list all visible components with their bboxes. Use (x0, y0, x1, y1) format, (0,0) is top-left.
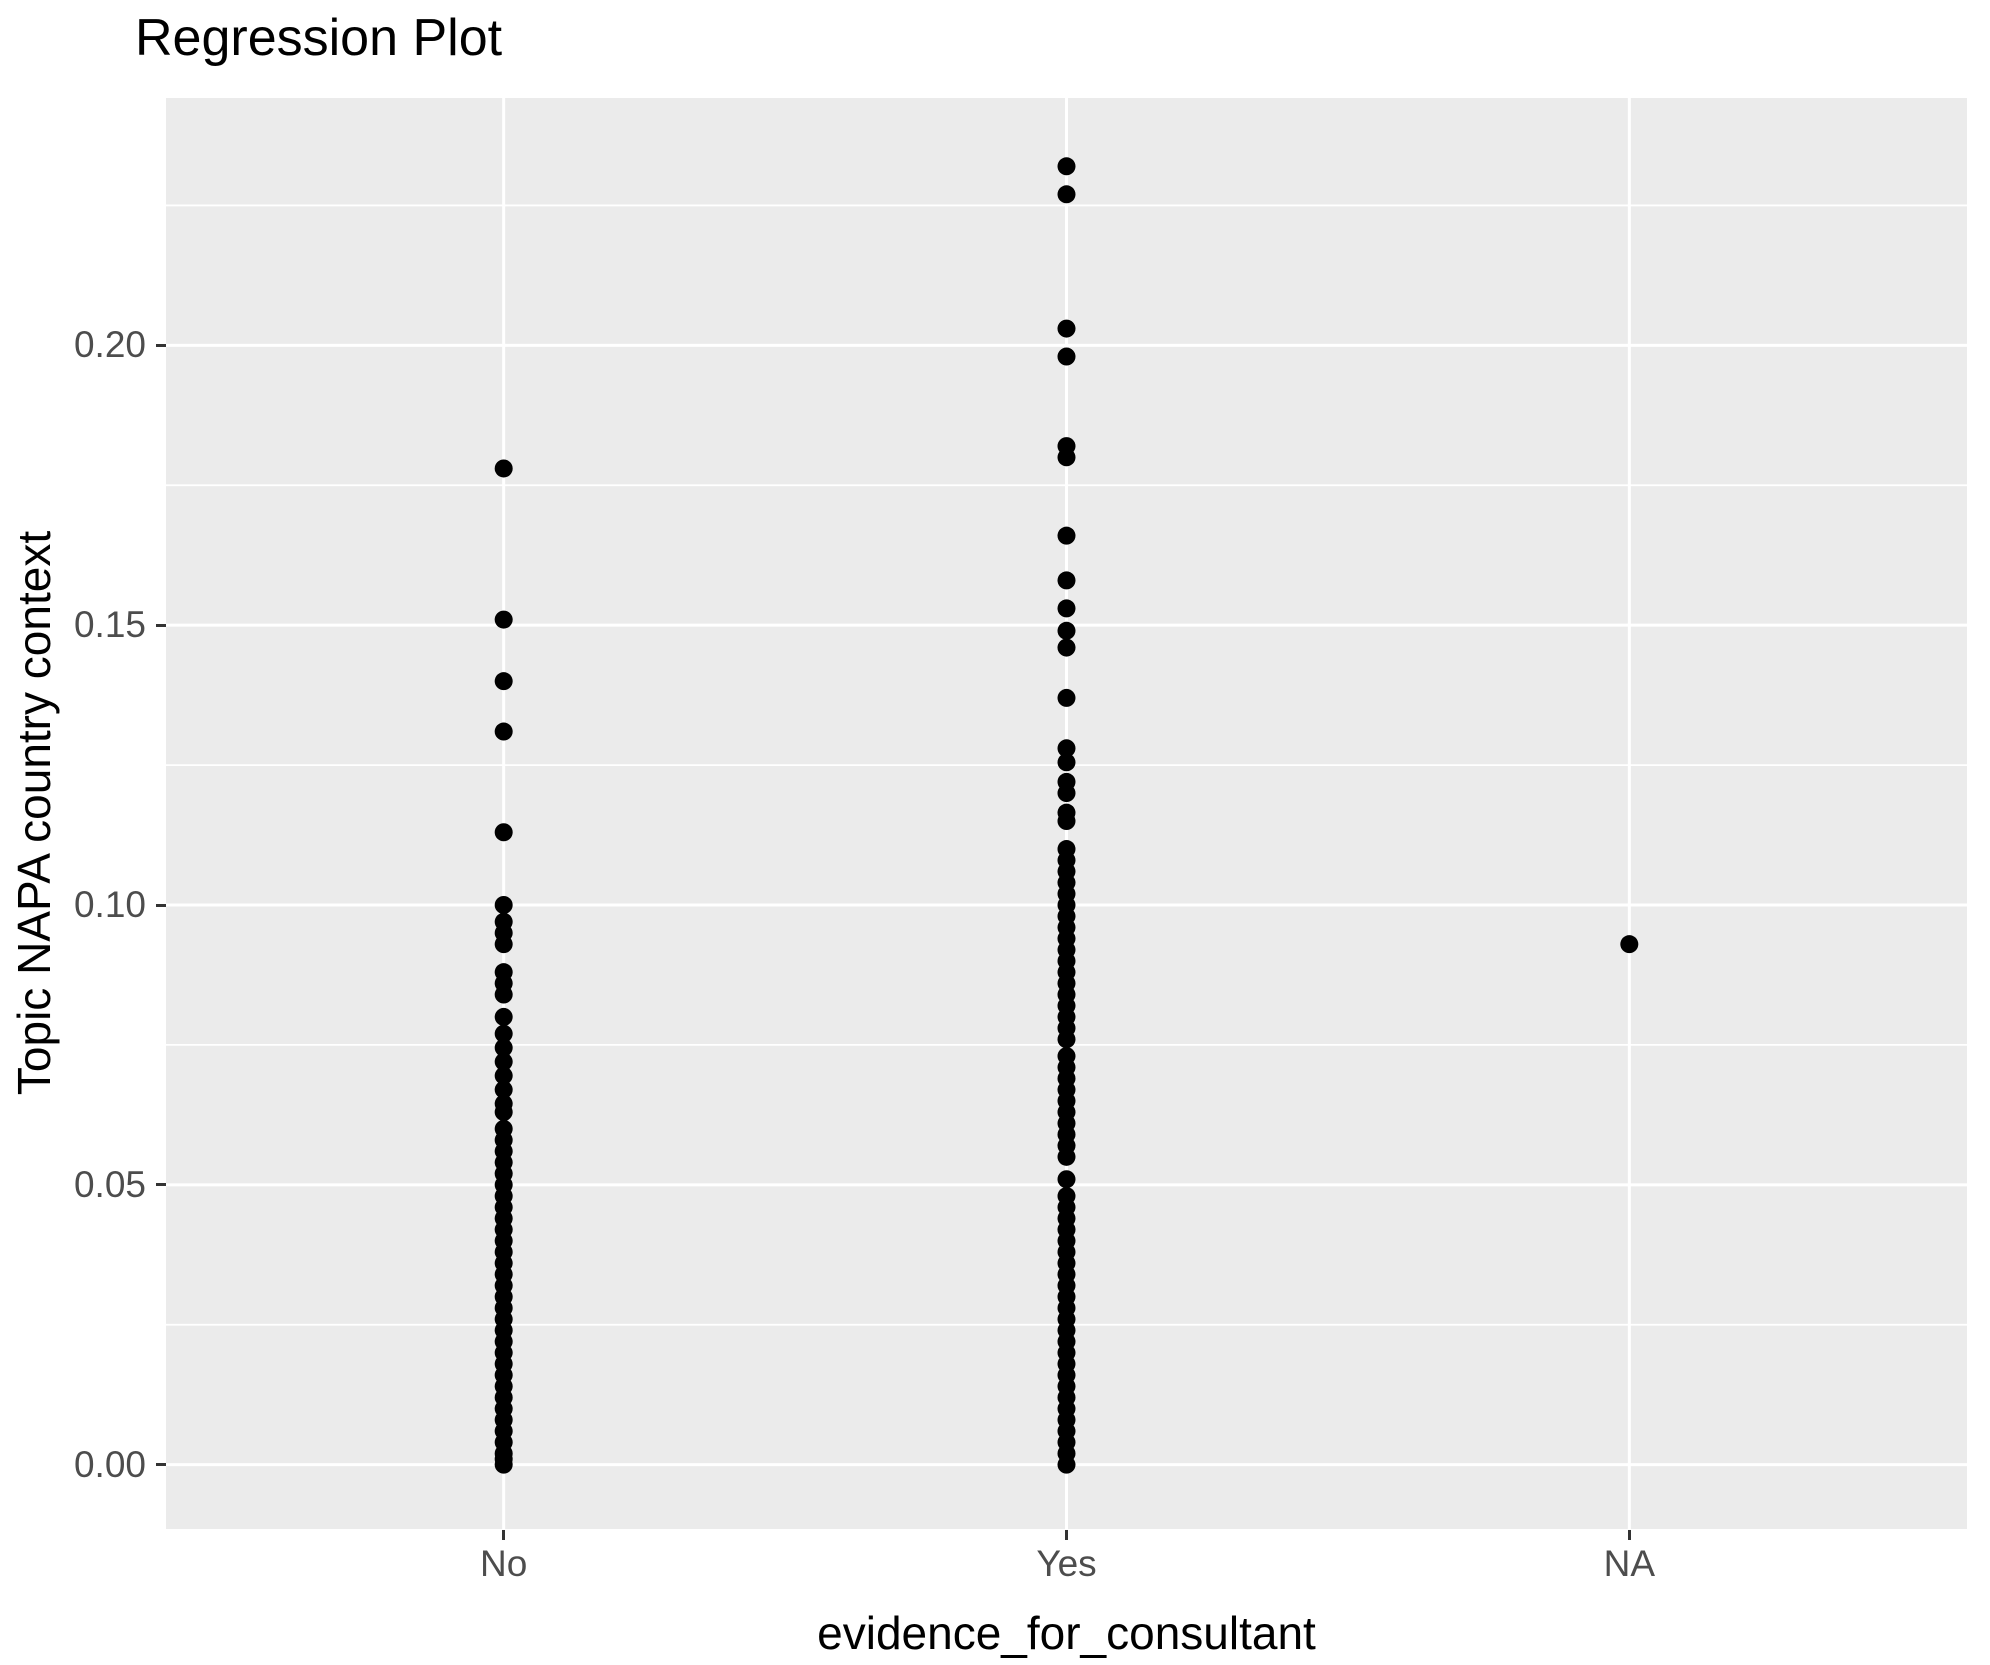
y-tick-mark (156, 1463, 166, 1467)
x-tick-mark (1627, 1530, 1631, 1540)
data-point (494, 1038, 513, 1057)
data-point (494, 459, 513, 478)
data-point (1057, 1147, 1076, 1166)
y-tick-mark (156, 903, 166, 907)
data-point (1057, 448, 1076, 467)
plot-title: Regression Plot (135, 9, 503, 67)
data-point (1057, 185, 1076, 204)
x-tick-label: No (480, 1543, 528, 1584)
data-point (1057, 739, 1076, 758)
data-point (494, 896, 513, 915)
y-tick-label: 0.15 (73, 604, 146, 646)
y-tick-mark (156, 1183, 166, 1187)
data-point (494, 1052, 513, 1071)
x-tick-mark (502, 1530, 506, 1540)
data-point (494, 1007, 513, 1026)
data-point (1620, 935, 1639, 954)
y-tick-mark (156, 343, 166, 347)
x-tick-label: NA (1603, 1543, 1656, 1584)
x-tick-label: Yes (1036, 1543, 1097, 1584)
scatter-points-layer (166, 98, 1967, 1529)
data-point (1057, 1030, 1076, 1049)
data-point (1057, 621, 1076, 640)
y-tick-mark (156, 623, 166, 627)
y-tick-label: 0.05 (73, 1163, 146, 1205)
data-point (494, 1103, 513, 1122)
data-point (494, 1455, 513, 1474)
x-tick-mark (1065, 1530, 1068, 1540)
y-tick-label: 0.20 (73, 324, 146, 366)
data-point (1057, 638, 1076, 657)
y-tick-label: 0.10 (73, 884, 146, 925)
data-point (494, 610, 513, 629)
data-point (1057, 812, 1076, 831)
data-point (1057, 1455, 1076, 1474)
data-point (1057, 157, 1076, 176)
data-point (494, 1066, 513, 1085)
data-point (1057, 319, 1076, 338)
plot-panel (166, 98, 1967, 1529)
data-point (1057, 784, 1076, 803)
data-point (494, 985, 513, 1004)
data-point (1057, 753, 1076, 772)
data-point (1057, 688, 1076, 707)
data-point (494, 672, 513, 691)
y-tick-label: 0.00 (73, 1443, 146, 1485)
data-point (494, 1024, 513, 1043)
data-point (494, 1080, 513, 1099)
data-point (1057, 347, 1076, 366)
x-axis-title: evidence_for_consultant (817, 1607, 1316, 1659)
data-point (494, 722, 513, 741)
data-point (494, 935, 513, 954)
data-point (494, 823, 513, 842)
data-point (1057, 571, 1076, 590)
data-point (1057, 526, 1076, 545)
data-point (1057, 1170, 1076, 1189)
data-point (1057, 599, 1076, 618)
